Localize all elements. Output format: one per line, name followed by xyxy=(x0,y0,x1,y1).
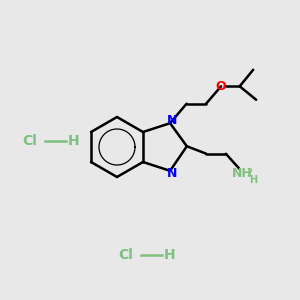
Text: H: H xyxy=(68,134,79,148)
Text: O: O xyxy=(216,80,226,93)
Text: 2: 2 xyxy=(246,168,252,178)
Text: N: N xyxy=(167,167,177,180)
Text: N: N xyxy=(167,114,177,127)
Text: NH: NH xyxy=(232,167,253,180)
Text: H: H xyxy=(249,175,257,185)
Text: Cl: Cl xyxy=(22,134,38,148)
Text: H: H xyxy=(164,248,175,262)
Text: Cl: Cl xyxy=(118,248,134,262)
